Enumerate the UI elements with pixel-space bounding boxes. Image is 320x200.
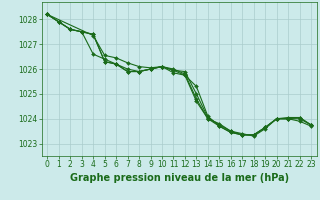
X-axis label: Graphe pression niveau de la mer (hPa): Graphe pression niveau de la mer (hPa) <box>70 173 289 183</box>
